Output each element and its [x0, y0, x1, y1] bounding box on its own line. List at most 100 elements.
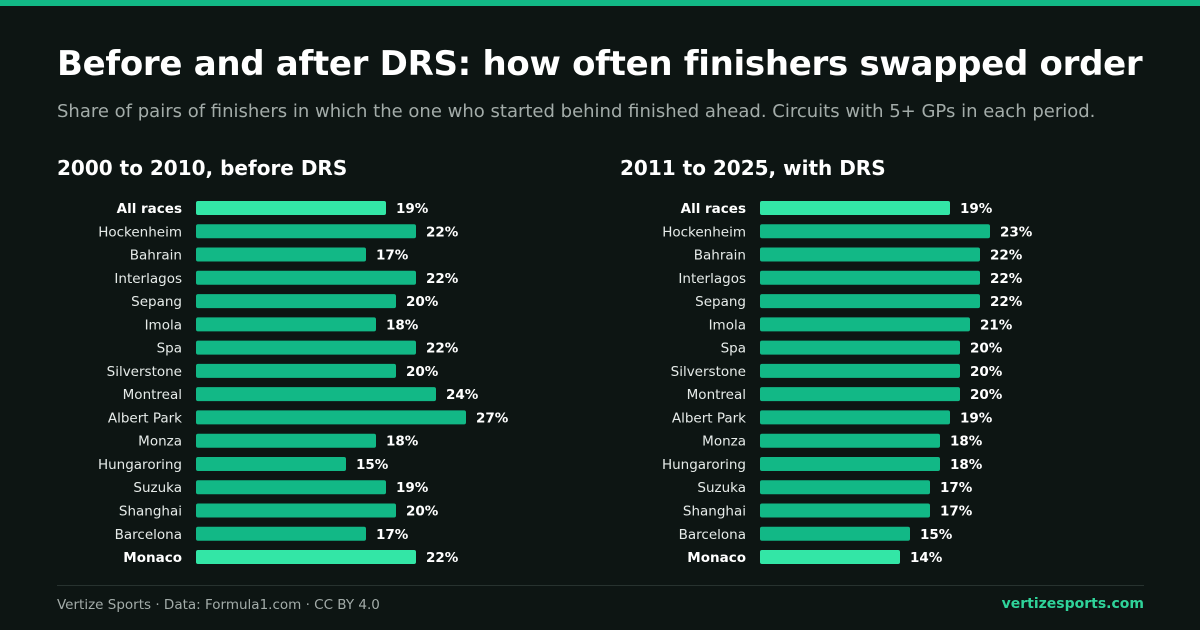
value-label-silverstone: 20%	[970, 364, 1003, 380]
panel-left-title: 2000 to 2010, before DRS	[57, 156, 348, 180]
value-label-monaco: 22%	[426, 550, 459, 566]
category-label-all-races: All races	[681, 201, 746, 217]
bar-imola	[196, 317, 376, 332]
footer-credit: Vertize Sports · Data: Formula1.com · CC…	[57, 597, 380, 613]
bar-suzuka	[196, 480, 386, 495]
category-label-albert-park: Albert Park	[108, 410, 182, 426]
category-label-shanghai: Shanghai	[119, 504, 182, 520]
bar-monaco	[760, 550, 900, 565]
value-label-all-races: 19%	[960, 201, 993, 217]
bar-silverstone	[760, 363, 960, 378]
category-label-sepang: Sepang	[131, 294, 182, 310]
category-label-monaco: Monaco	[687, 550, 746, 566]
bar-montreal	[760, 387, 960, 402]
value-label-monza: 18%	[950, 434, 983, 450]
value-label-shanghai: 17%	[940, 504, 973, 520]
bar-spa	[760, 340, 960, 355]
bar-silverstone	[196, 363, 396, 378]
top-accent-stripe	[0, 0, 1200, 6]
bar-bahrain	[196, 247, 366, 262]
value-label-suzuka: 17%	[940, 480, 973, 496]
value-label-shanghai: 20%	[406, 504, 439, 520]
value-label-monaco: 14%	[910, 550, 943, 566]
category-label-montreal: Montreal	[123, 387, 182, 403]
bar-monza	[760, 433, 940, 448]
category-label-hungaroring: Hungaroring	[98, 457, 182, 473]
footer-divider	[57, 585, 1144, 586]
bar-monaco	[196, 550, 416, 565]
panel-right-title: 2011 to 2025, with DRS	[620, 156, 886, 180]
category-label-monaco: Monaco	[123, 550, 182, 566]
value-label-hungaroring: 15%	[356, 457, 389, 473]
value-label-sepang: 22%	[990, 294, 1023, 310]
bar-hungaroring	[760, 456, 940, 471]
category-label-barcelona: Barcelona	[115, 527, 182, 543]
bar-imola	[760, 317, 970, 332]
category-label-montreal: Montreal	[687, 387, 746, 403]
category-label-bahrain: Bahrain	[694, 248, 746, 264]
bar-suzuka	[760, 480, 930, 495]
bar-interlagos	[196, 270, 416, 285]
category-label-suzuka: Suzuka	[133, 480, 182, 496]
bar-shanghai	[760, 503, 930, 518]
value-label-suzuka: 19%	[396, 480, 429, 496]
category-label-interlagos: Interlagos	[678, 271, 746, 287]
category-label-shanghai: Shanghai	[683, 504, 746, 520]
value-label-bahrain: 17%	[376, 248, 409, 264]
page-title: Before and after DRS: how often finisher…	[57, 44, 1143, 84]
category-label-hungaroring: Hungaroring	[662, 457, 746, 473]
bar-shanghai	[196, 503, 396, 518]
value-label-interlagos: 22%	[990, 271, 1023, 287]
value-label-albert-park: 27%	[476, 410, 509, 426]
category-label-albert-park: Albert Park	[672, 410, 746, 426]
bar-interlagos	[760, 270, 980, 285]
value-label-barcelona: 17%	[376, 527, 409, 543]
value-label-imola: 18%	[386, 317, 419, 333]
chart-with-drs: All races 19% Hockenheim 23% Bahrain 22% Inter…	[662, 201, 1033, 566]
value-label-montreal: 24%	[446, 387, 479, 403]
bar-all-races	[196, 201, 386, 215]
bar-albert-park	[760, 410, 950, 425]
footer-site-link[interactable]: vertizesports.com	[1001, 596, 1144, 612]
bar-bahrain	[760, 247, 980, 262]
bar-barcelona	[760, 526, 910, 541]
value-label-imola: 21%	[980, 317, 1013, 333]
bar-sepang	[760, 294, 980, 309]
value-label-albert-park: 19%	[960, 410, 993, 426]
category-label-suzuka: Suzuka	[697, 480, 746, 496]
category-label-barcelona: Barcelona	[679, 527, 746, 543]
category-label-bahrain: Bahrain	[130, 248, 182, 264]
category-label-spa: Spa	[157, 341, 182, 357]
category-label-monza: Monza	[702, 434, 746, 450]
category-label-imola: Imola	[145, 317, 182, 333]
bar-spa	[196, 340, 416, 355]
bar-hungaroring	[196, 456, 346, 471]
category-label-silverstone: Silverstone	[107, 364, 182, 380]
value-label-hungaroring: 18%	[950, 457, 983, 473]
bar-all-races	[760, 201, 950, 215]
value-label-bahrain: 22%	[990, 248, 1023, 264]
category-label-interlagos: Interlagos	[114, 271, 182, 287]
value-label-monza: 18%	[386, 434, 419, 450]
value-label-sepang: 20%	[406, 294, 439, 310]
category-label-spa: Spa	[721, 341, 746, 357]
bar-sepang	[196, 294, 396, 309]
value-label-hockenheim: 22%	[426, 224, 459, 240]
value-label-barcelona: 15%	[920, 527, 953, 543]
value-label-silverstone: 20%	[406, 364, 439, 380]
category-label-hockenheim: Hockenheim	[662, 224, 746, 240]
value-label-spa: 20%	[970, 341, 1003, 357]
value-label-hockenheim: 23%	[1000, 224, 1033, 240]
bar-monza	[196, 433, 376, 448]
bar-barcelona	[196, 526, 366, 541]
category-label-silverstone: Silverstone	[671, 364, 746, 380]
category-label-hockenheim: Hockenheim	[98, 224, 182, 240]
bar-montreal	[196, 387, 436, 402]
value-label-spa: 22%	[426, 341, 459, 357]
chart-before-drs: All races 19% Hockenheim 22% Bahrain 17% Inter…	[98, 201, 509, 566]
value-label-all-races: 19%	[396, 201, 429, 217]
category-label-all-races: All races	[117, 201, 182, 217]
bar-hockenheim	[760, 224, 990, 239]
category-label-monza: Monza	[138, 434, 182, 450]
category-label-imola: Imola	[709, 317, 746, 333]
